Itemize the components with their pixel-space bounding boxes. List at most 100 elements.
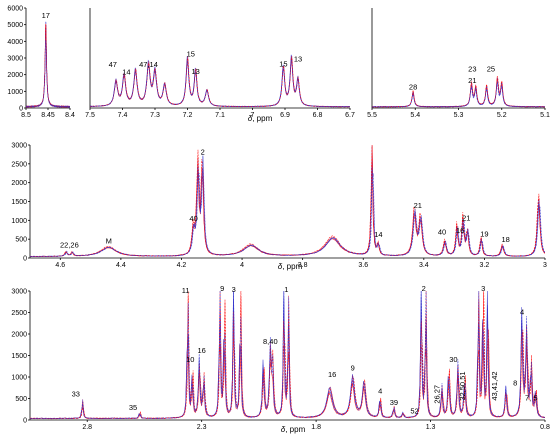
y-tick-label: 0 [19, 106, 23, 113]
x-tick-label: 3.2 [480, 262, 490, 269]
y-tick-label: 3000 [11, 143, 27, 150]
x-axis-label: δ, ppm [281, 425, 306, 434]
x-tick-label: 8.45 [41, 112, 55, 119]
peak-label: 15 [279, 59, 287, 68]
y-tick-label: 6000 [7, 6, 23, 13]
peak-label: 26,27 [433, 385, 442, 404]
x-tick-label: 2.8 [82, 424, 92, 431]
y-tick-label: 1000 [7, 89, 23, 96]
peak-label: 9 [351, 364, 355, 373]
peak-label: 9 [220, 284, 224, 293]
axes: 0 500 1000 1500 2000 2500 3000 4.6 4.4 4.2 4 3.8 3.6… [11, 143, 547, 270]
peak-label: 13 [294, 54, 302, 63]
peak-label: 16 [328, 370, 336, 379]
x-tick-label: 5.2 [497, 112, 507, 119]
peak-label: 30 [449, 355, 457, 364]
x-tick-label: 4.2 [177, 262, 187, 269]
spectrum-trace [26, 40, 70, 108]
axes: 0 1000 2000 3000 4000 5000 6000 8.5 8.45 8.4 [7, 6, 75, 120]
x-tick-label: 2.3 [197, 424, 207, 431]
y-tick-label: 0 [23, 418, 27, 425]
spectrum-trace [30, 154, 545, 258]
peak-label: 47,14 [139, 60, 158, 69]
x-tick-label: 5.4 [410, 112, 420, 119]
spectrum-trace [30, 291, 545, 420]
x-tick-label: 1.3 [426, 424, 436, 431]
x-tick-label: 3 [543, 262, 547, 269]
peak-label: 4 [378, 386, 382, 395]
spectra-traces [26, 20, 70, 108]
x-tick-label: 5.1 [540, 112, 550, 119]
y-tick-label: 3000 [7, 56, 23, 63]
peak-label: 19 [480, 230, 488, 239]
peak-label: 22,26 [60, 240, 79, 249]
y-tick-label: 0 [23, 256, 27, 263]
x-axis-label: δ, ppm [248, 114, 273, 123]
peak-label: 15 [187, 49, 195, 58]
x-tick-label: 5.5 [367, 112, 377, 119]
peak-label: 21 [462, 213, 470, 222]
peak-label: 16 [456, 226, 464, 235]
panel-top-middle: 7.5 7.4 7.3 7.2 7.1 7 6.9 6.8 6.7 δ, ppm 47 14 47,14… [85, 8, 355, 123]
spectrum-trace [372, 81, 545, 108]
peak-label: 52 [410, 407, 418, 416]
y-tick-label: 2500 [11, 310, 27, 317]
y-tick-label: 1500 [11, 353, 27, 360]
peak-label: 2 [422, 284, 426, 293]
spectrum-trace [26, 23, 70, 108]
axes: 5.5 5.4 5.3 5.2 5.1 [367, 8, 550, 119]
x-axis-label: δ, ppm [278, 262, 303, 271]
peak-label: 25 [487, 64, 495, 73]
spectra-traces [372, 76, 545, 108]
peak-label: 47 [109, 60, 117, 69]
x-tick-label: 3.6 [358, 262, 368, 269]
peak-label: 21 [414, 201, 422, 210]
x-tick-label: 3.4 [419, 262, 429, 269]
x-tick-label: 7.4 [118, 112, 128, 119]
panel-top-right: 5.5 5.4 5.3 5.2 5.1 28 23 21 25 [367, 8, 550, 119]
x-tick-label: 8.5 [21, 112, 31, 119]
spectrum-trace [372, 76, 545, 108]
peak-label: 21 [468, 76, 476, 85]
spectrum-trace [372, 76, 545, 108]
panel-top-left: 0 1000 2000 3000 4000 5000 6000 8.5 8.45 8.4 17 [7, 6, 75, 120]
y-tick-label: 1000 [11, 375, 27, 382]
x-tick-label: 7.2 [183, 112, 193, 119]
spectra-traces [90, 54, 350, 108]
peak-label: 13 [191, 67, 199, 76]
peak-label: 16 [197, 346, 205, 355]
peak-label: 4 [520, 308, 524, 317]
y-tick-label: 2000 [11, 332, 27, 339]
spectrum-trace [372, 82, 545, 108]
y-tick-label: 5000 [7, 22, 23, 29]
peak-label: 11 [182, 286, 190, 295]
x-tick-label: 7.5 [85, 112, 95, 119]
x-tick-label: 8.4 [65, 112, 75, 119]
x-tick-label: 0.8 [540, 424, 550, 431]
x-tick-label: 6.7 [345, 112, 355, 119]
y-tick-label: 4000 [7, 39, 23, 46]
panel-bottom: 0 500 1000 1500 2000 2500 3000 2.8 2.3 1.8 1.3 0.8 δ… [11, 284, 550, 434]
x-tick-label: 6.9 [280, 112, 290, 119]
peak-label: 10 [186, 355, 194, 364]
x-tick-label: 4.4 [116, 262, 126, 269]
x-tick-label: 4 [240, 262, 244, 269]
peak-label: 35 [129, 403, 137, 412]
peak-label: 32,50,51 [458, 371, 467, 400]
peak-label: 1 [284, 285, 288, 294]
y-tick-label: 2000 [11, 180, 27, 187]
spectrum-trace [30, 291, 545, 420]
y-tick-label: 1500 [11, 199, 27, 206]
y-tick-label: 3000 [11, 289, 27, 296]
peak-label: 7, 5 [525, 394, 538, 403]
peak-label: 3 [232, 285, 236, 294]
x-tick-label: 1.8 [311, 424, 321, 431]
y-tick-label: 500 [15, 396, 27, 403]
panel-middle: 0 500 1000 1500 2000 2500 3000 4.6 4.4 4.2 4 3.8 3.6… [11, 143, 547, 272]
peak-label: 14 [122, 68, 130, 77]
peak-label: 28 [409, 83, 417, 92]
peak-label: 43,41,42 [490, 371, 499, 400]
spectra-traces [30, 145, 545, 258]
peak-label: 18 [501, 235, 509, 244]
spectrum-trace [372, 79, 545, 108]
